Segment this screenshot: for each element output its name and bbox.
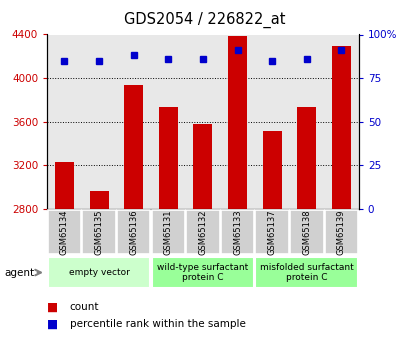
Bar xyxy=(124,85,143,209)
Text: percentile rank within the sample: percentile rank within the sample xyxy=(70,319,245,329)
Text: GSM65132: GSM65132 xyxy=(198,209,207,255)
Text: misfolded surfactant
protein C: misfolded surfactant protein C xyxy=(259,263,353,282)
Text: GSM65137: GSM65137 xyxy=(267,209,276,255)
Bar xyxy=(47,210,81,254)
Bar xyxy=(255,257,357,288)
Bar xyxy=(324,210,357,254)
Bar xyxy=(55,162,74,209)
Bar xyxy=(220,210,254,254)
Bar xyxy=(117,210,150,254)
Text: GSM65134: GSM65134 xyxy=(60,209,69,255)
Bar xyxy=(262,131,281,209)
Text: empty vector: empty vector xyxy=(68,268,129,277)
Bar xyxy=(158,107,178,209)
Bar xyxy=(227,36,247,209)
Text: GDS2054 / 226822_at: GDS2054 / 226822_at xyxy=(124,12,285,28)
Bar xyxy=(151,210,185,254)
Text: GSM65139: GSM65139 xyxy=(336,209,345,255)
Text: GSM65131: GSM65131 xyxy=(164,209,173,255)
Bar xyxy=(82,210,116,254)
Bar xyxy=(193,124,212,209)
Bar xyxy=(297,107,316,209)
Text: GSM65138: GSM65138 xyxy=(301,209,310,255)
Bar xyxy=(151,257,254,288)
Bar xyxy=(47,257,150,288)
Bar xyxy=(186,210,219,254)
Bar xyxy=(255,210,288,254)
Text: ■: ■ xyxy=(47,300,58,314)
Bar xyxy=(89,191,108,209)
Bar xyxy=(331,47,350,209)
Text: GSM65133: GSM65133 xyxy=(232,209,241,255)
Text: wild-type surfactant
protein C: wild-type surfactant protein C xyxy=(157,263,248,282)
Text: agent: agent xyxy=(4,268,34,277)
Text: GSM65135: GSM65135 xyxy=(94,209,103,255)
Text: ■: ■ xyxy=(47,318,58,331)
Bar xyxy=(289,210,323,254)
Text: count: count xyxy=(70,302,99,312)
Text: GSM65136: GSM65136 xyxy=(129,209,138,255)
